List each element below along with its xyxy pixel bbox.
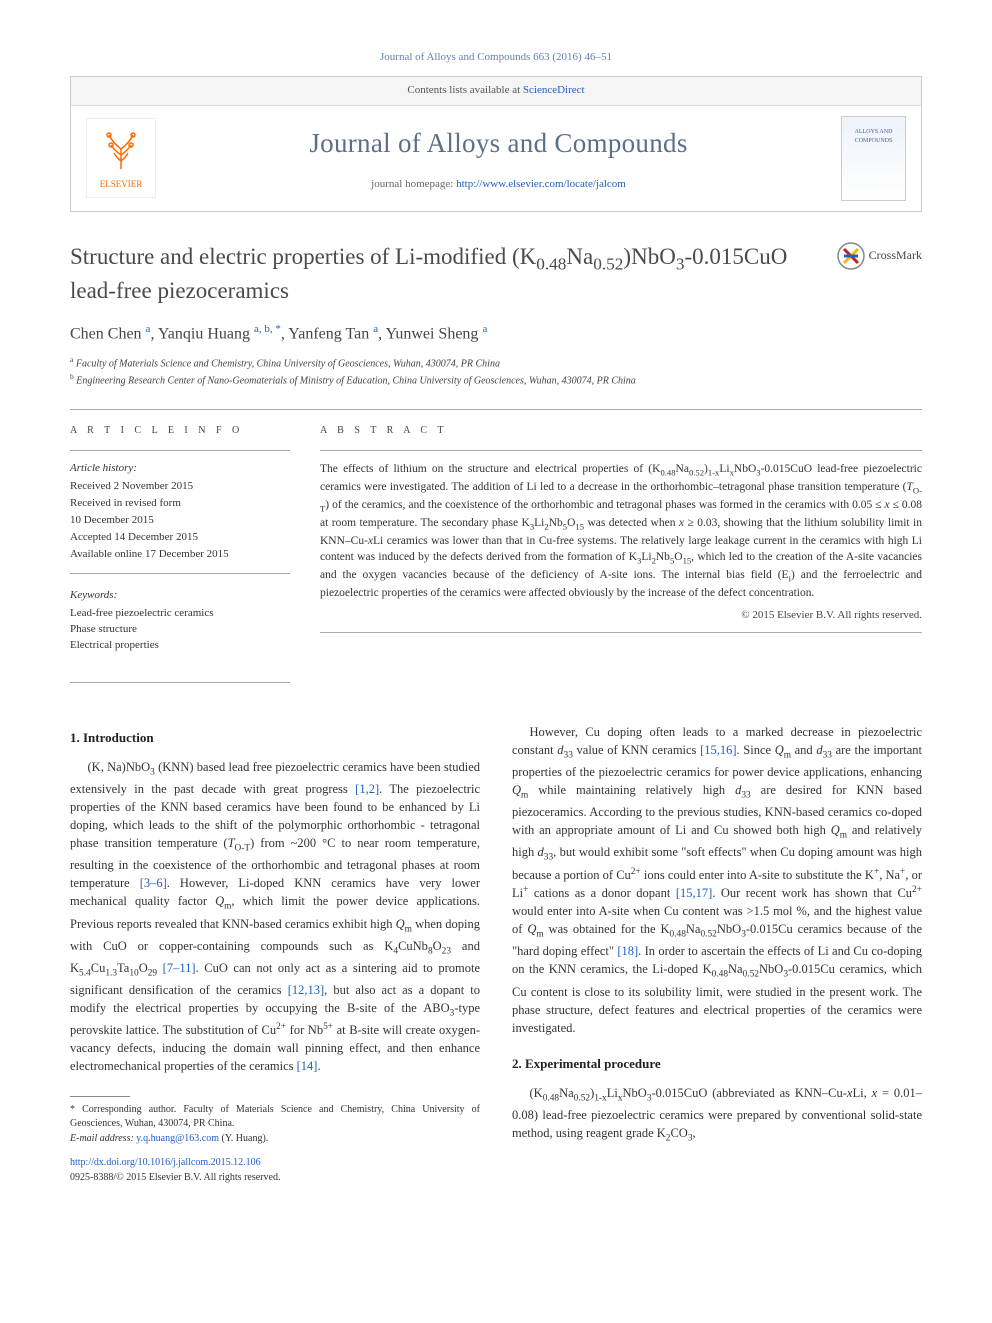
history-item: Received 2 November 2015 (70, 479, 290, 495)
journal-reference: Journal of Alloys and Compounds 663 (201… (70, 50, 922, 66)
footnotes: * Corresponding author. Faculty of Mater… (70, 1103, 480, 1147)
abstract-heading: A B S T R A C T (320, 424, 922, 439)
history-item: Available online 17 December 2015 (70, 547, 290, 563)
history-label: Article history: (70, 461, 290, 477)
article-title: Structure and electric properties of Li-… (70, 242, 817, 306)
email-link[interactable]: y.q.huang@163.com (136, 1133, 219, 1144)
affiliation-a: a Faculty of Materials Science and Chemi… (70, 355, 922, 372)
footnote-separator (70, 1096, 130, 1097)
journal-header: Contents lists available at ScienceDirec… (70, 76, 922, 212)
crossmark-label: CrossMark (869, 247, 922, 264)
experimental-paragraph-1: (K0.48Na0.52)1-xLixNbO3-0.015CuO (abbrev… (512, 1084, 922, 1146)
intro-paragraph-2: However, Cu doping often leads to a mark… (512, 723, 922, 1037)
abstract-text: The effects of lithium on the structure … (320, 461, 922, 601)
journal-title: Journal of Alloys and Compounds (156, 124, 841, 163)
homepage-link[interactable]: http://www.elsevier.com/locate/jalcom (456, 178, 626, 190)
article-info-heading: A R T I C L E I N F O (70, 424, 290, 439)
keyword: Electrical properties (70, 638, 290, 654)
issn-line: 0925-8388/© 2015 Elsevier B.V. All right… (70, 1172, 280, 1183)
section-2-heading: 2. Experimental procedure (512, 1055, 922, 1074)
affiliations: a Faculty of Materials Science and Chemi… (70, 355, 922, 389)
journal-cover-thumb: ALLOYS AND COMPOUNDS (841, 116, 906, 201)
right-column: However, Cu doping often leads to a mark… (512, 723, 922, 1185)
crossmark-icon (837, 242, 865, 270)
left-column: 1. Introduction (K, Na)NbO3 (KNN) based … (70, 723, 480, 1185)
journal-homepage: journal homepage: http://www.elsevier.co… (156, 177, 841, 193)
separator (70, 409, 922, 410)
body-columns: 1. Introduction (K, Na)NbO3 (KNN) based … (70, 723, 922, 1185)
doi-block: http://dx.doi.org/10.1016/j.jallcom.2015… (70, 1156, 480, 1185)
history-item: 10 December 2015 (70, 513, 290, 529)
article-info: A R T I C L E I N F O Article history: R… (70, 424, 290, 654)
contents-text: Contents lists available at (407, 84, 522, 96)
email-label: E-mail address: (70, 1133, 136, 1144)
email-owner: (Y. Huang). (219, 1133, 268, 1144)
intro-paragraph-1: (K, Na)NbO3 (KNN) based lead free piezoe… (70, 758, 480, 1076)
crossmark-badge[interactable]: CrossMark (837, 242, 922, 270)
doi-link[interactable]: http://dx.doi.org/10.1016/j.jallcom.2015… (70, 1157, 261, 1168)
cover-text: ALLOYS AND COMPOUNDS (845, 128, 902, 145)
elsevier-label: ELSEVIER (100, 178, 143, 191)
homepage-label: journal homepage: (371, 178, 456, 190)
authors: Chen Chen a, Yanqiu Huang a, b, *, Yanfe… (70, 322, 922, 346)
sciencedirect-link[interactable]: ScienceDirect (523, 84, 585, 96)
history-item: Received in revised form (70, 496, 290, 512)
abstract-copyright: © 2015 Elsevier B.V. All rights reserved… (320, 608, 922, 624)
contents-available-bar: Contents lists available at ScienceDirec… (71, 77, 921, 106)
section-1-heading: 1. Introduction (70, 729, 480, 748)
email-line: E-mail address: y.q.huang@163.com (Y. Hu… (70, 1132, 480, 1147)
elsevier-tree-icon (99, 125, 143, 178)
corresponding-author: * Corresponding author. Faculty of Mater… (70, 1103, 480, 1132)
abstract-block: A B S T R A C T The effects of lithium o… (320, 424, 922, 654)
history-item: Accepted 14 December 2015 (70, 530, 290, 546)
affiliation-b: b Engineering Research Center of Nano-Ge… (70, 372, 922, 389)
keyword: Phase structure (70, 622, 290, 638)
keyword: Lead-free piezoelectric ceramics (70, 606, 290, 622)
keywords-label: Keywords: (70, 588, 290, 604)
elsevier-logo: ELSEVIER (86, 118, 156, 198)
